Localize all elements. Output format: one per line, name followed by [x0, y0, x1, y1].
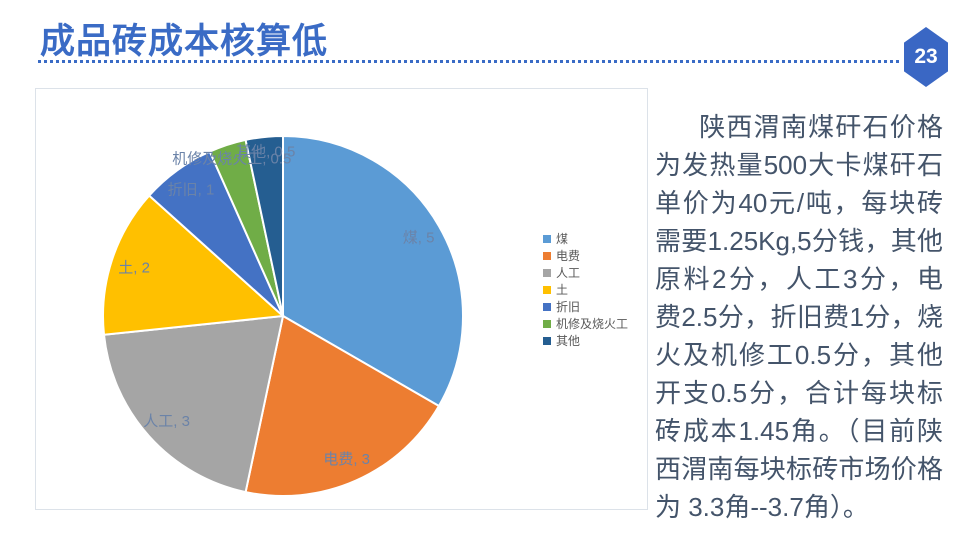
pie-slice-土 [102, 194, 286, 336]
legend-label: 折旧 [556, 300, 581, 314]
legend-label: 其他 [556, 334, 581, 348]
pie-slice-其他 [244, 134, 284, 317]
legend-label: 人工 [556, 266, 581, 280]
page-number: 23 [914, 45, 938, 68]
pie-slice-电费 [244, 314, 441, 497]
pie-data-label-电费: 电费, 3 [323, 451, 370, 468]
legend-label: 土 [556, 283, 569, 297]
slide-title: 成品砖成本核算低 [40, 22, 329, 61]
legend-label: 煤 [556, 232, 569, 246]
pie-data-label-折旧: 折旧, 1 [168, 181, 215, 198]
legend-item-折旧: 折旧 [543, 298, 628, 315]
legend-swatch-icon [543, 336, 551, 345]
body-paragraph: 陕西渭南煤矸石价格为发热量500大卡煤矸石单价为40元/吨，每块砖需要1.25K… [655, 112, 943, 522]
pie-slice-人工 [102, 314, 285, 494]
pie-slice-煤 [282, 134, 464, 408]
legend-swatch-icon [543, 268, 551, 277]
page-number-badge: 23 [904, 27, 948, 87]
legend-swatch-icon [543, 302, 551, 311]
legend-swatch-icon [543, 319, 551, 328]
pie-data-label-人工: 人工, 3 [143, 413, 190, 430]
legend-label: 机修及烧火工 [556, 317, 629, 331]
pie-data-label-其他: 其他, 0.5 [236, 143, 295, 160]
legend-swatch-icon [543, 251, 551, 260]
pie-chart: 煤, 5 电费, 3 人工, 3 土, 2 折旧, 1 机修及烧火工, 0.5其他, 0.… [102, 134, 464, 497]
pie-chart-panel: 煤, 5 电费, 3 人工, 3 土, 2 折旧, 1 机修及烧火工, 0.5 其他, 0.… [35, 88, 648, 510]
legend-swatch-icon [543, 234, 551, 243]
legend-item-土: 土 [543, 281, 628, 298]
pie-data-label-土: 土, 2 [118, 260, 150, 277]
pie-data-label-机修及烧火工: 机修及烧火工, 0.5 [172, 151, 291, 168]
legend-item-其他: 其他 [543, 332, 628, 349]
legend-label: 电费 [556, 249, 581, 263]
legend-item-电费: 电费 [543, 247, 628, 264]
chart-legend: 煤电费人工土折旧机修及烧火工 其他 [543, 230, 628, 349]
legend-item-机修及烧火工: 机修及烧火工 [543, 315, 628, 332]
legend-item-人工: 人工 [543, 264, 628, 281]
legend-swatch-icon [543, 285, 551, 294]
legend-item-煤: 煤 [543, 230, 628, 247]
pie-data-label-煤: 煤, 5 [403, 230, 435, 247]
title-dotted-divider [38, 60, 902, 63]
